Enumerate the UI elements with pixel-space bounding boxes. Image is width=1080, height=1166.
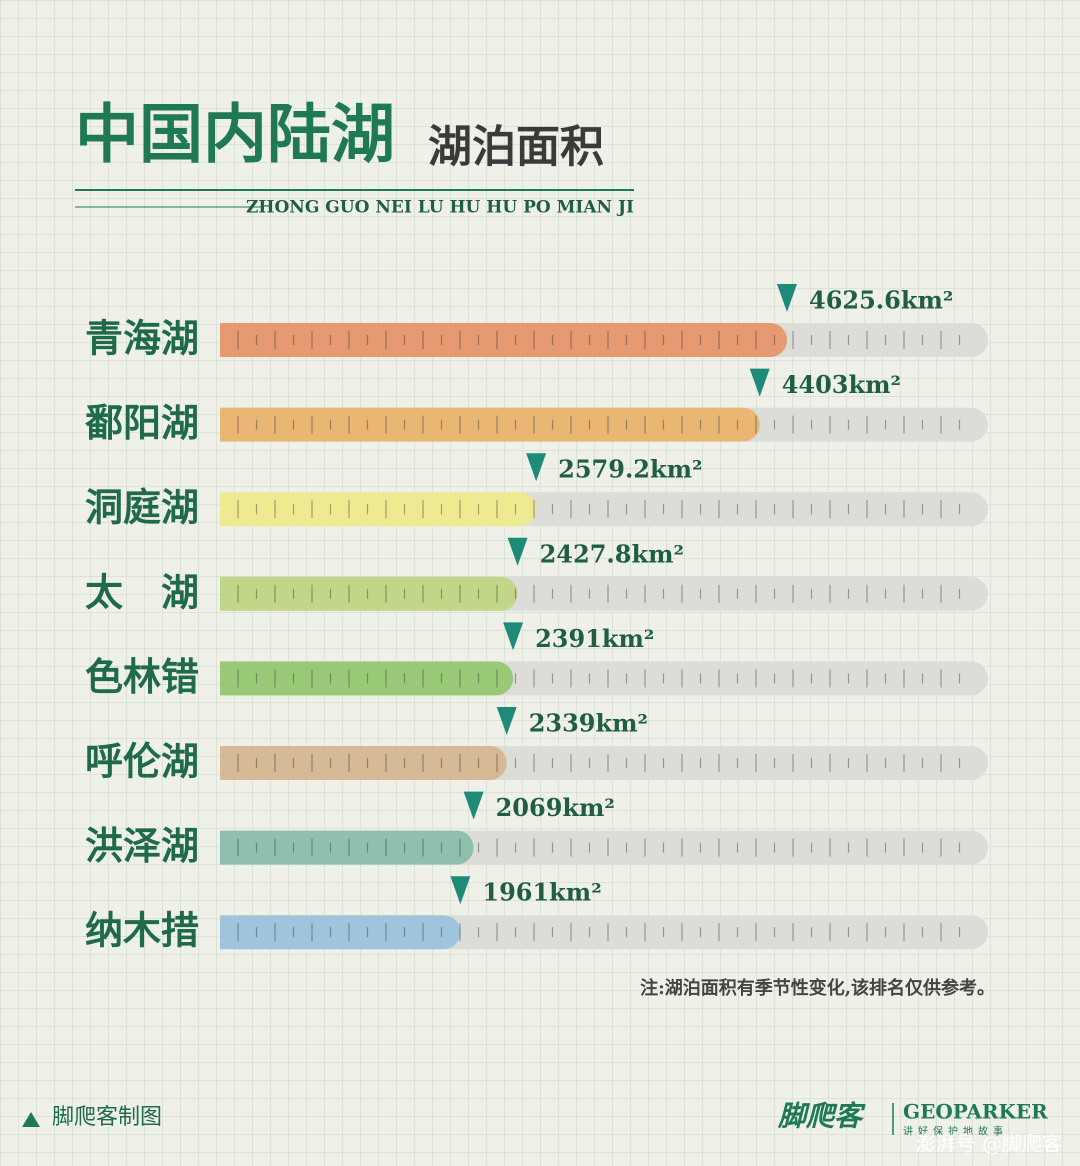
bar [220, 576, 518, 611]
logo: 脚爬客 [777, 1100, 866, 1133]
pointer [507, 537, 528, 566]
pointer [463, 791, 484, 820]
bar [220, 746, 507, 780]
note: 注:湖泊面积有季节性变化,该排名仅供参考。 [640, 977, 995, 999]
pointer [450, 876, 471, 905]
category-label: 色林错 [85, 654, 199, 699]
credit-icon [22, 1112, 40, 1127]
value-label: 2391km² [535, 624, 654, 653]
category-label: 太 湖 [85, 569, 199, 614]
category-label: 洪泽湖 [85, 823, 199, 868]
value-label: 4403km² [782, 370, 901, 399]
bar [220, 915, 461, 950]
chart-title: 中国内陆湖 [75, 98, 395, 173]
credit: 脚爬客制图 [52, 1105, 162, 1130]
pointer [526, 453, 547, 482]
pointer [749, 368, 770, 397]
value-label: 4625.6km² [809, 286, 953, 315]
value-label: 2427.8km² [540, 539, 684, 568]
category-label: 呼伦湖 [85, 739, 199, 784]
bar [220, 492, 537, 527]
category-label: 洞庭湖 [85, 485, 199, 530]
category-label: 纳木措 [85, 908, 199, 953]
value-label: 2579.2km² [558, 455, 702, 484]
pointer [496, 707, 517, 735]
watermark: 澎湃号 @脚爬客 [916, 1132, 1062, 1156]
value-label: 1961km² [482, 878, 601, 907]
category-label: 青海湖 [85, 316, 199, 361]
category-label: 鄱阳湖 [84, 400, 199, 445]
pointer [503, 622, 524, 651]
value-label: 2069km² [496, 793, 615, 822]
pointer [777, 284, 797, 312]
bar [220, 661, 514, 696]
pinyin: ZHONG GUO NEI LU HU HU PO MIAN JI [246, 198, 634, 218]
value-label: 2339km² [529, 709, 648, 738]
logo-slogan: 讲好保护地故事 [903, 1125, 1008, 1138]
bar [220, 407, 760, 442]
bar [220, 830, 474, 865]
logo-en: GEOPARKER [903, 1100, 1048, 1124]
chart-subtitle: 湖泊面积 [428, 122, 604, 173]
bar [220, 323, 787, 357]
